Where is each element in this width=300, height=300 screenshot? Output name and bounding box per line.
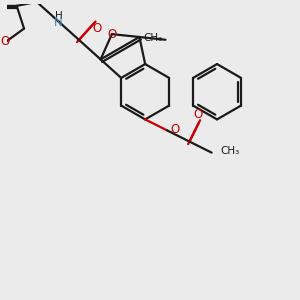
Text: O: O xyxy=(171,122,180,136)
Text: N: N xyxy=(54,16,63,29)
Text: H: H xyxy=(55,11,62,21)
Text: O: O xyxy=(107,28,116,40)
Text: O: O xyxy=(92,22,102,35)
Text: O: O xyxy=(193,109,203,122)
Text: CH₃: CH₃ xyxy=(220,146,240,156)
Text: O: O xyxy=(0,34,9,48)
Text: CH₃: CH₃ xyxy=(143,33,163,43)
